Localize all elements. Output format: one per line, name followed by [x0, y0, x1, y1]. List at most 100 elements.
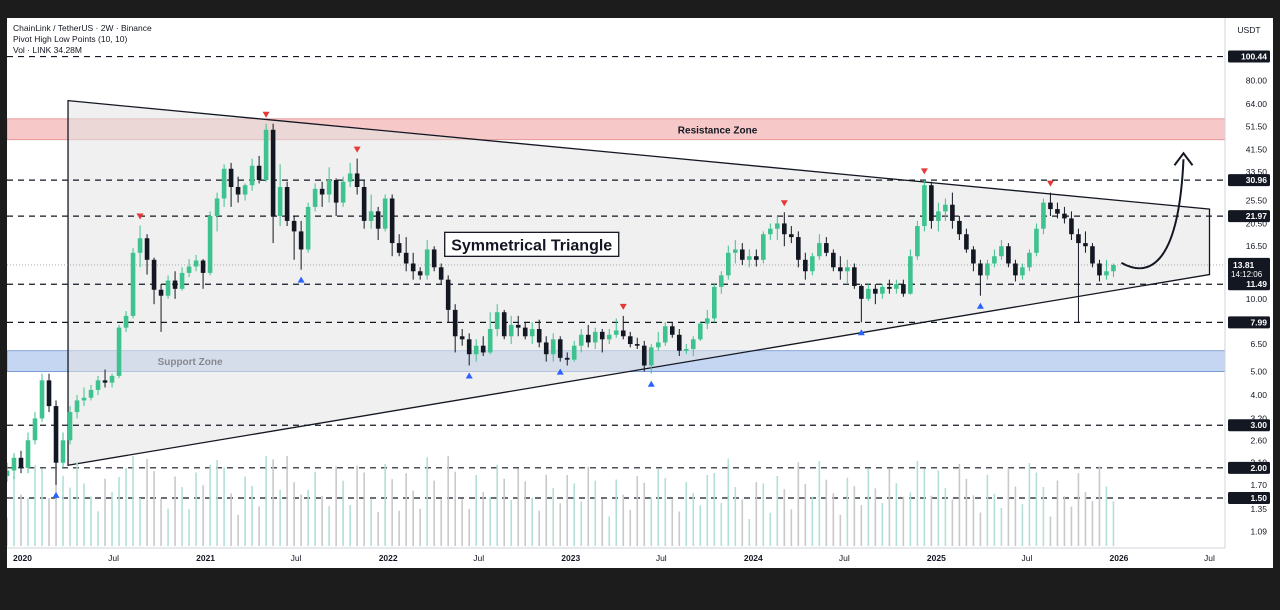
candle-body: [459, 336, 465, 340]
candle-body: [1013, 263, 1018, 276]
volume-bar: [265, 456, 267, 546]
volume-bar: [34, 465, 36, 546]
volume-bar: [7, 517, 8, 546]
volume-bar: [594, 480, 597, 546]
candle-body: [992, 256, 997, 264]
candle-body: [81, 397, 87, 401]
volume-bar: [979, 512, 982, 546]
candle-body: [424, 249, 430, 276]
y-tick-label: 4.00: [1250, 390, 1267, 400]
volume-bar: [1021, 504, 1024, 546]
candle-body: [186, 266, 192, 273]
resistance-zone-label: Resistance Zone: [678, 125, 758, 136]
volume-bar: [475, 474, 477, 546]
volume-bar: [377, 511, 379, 546]
volume-bar: [881, 503, 884, 546]
candle-body: [158, 289, 164, 296]
volume-bar: [1091, 500, 1094, 546]
candle-body: [1062, 213, 1067, 219]
volume-bar: [1084, 492, 1087, 546]
candle-body: [985, 263, 990, 276]
candle-body: [620, 330, 626, 337]
candle-body: [915, 226, 920, 257]
volume-legend: Vol · LINK 34.28M: [13, 45, 82, 55]
volume-bar: [517, 468, 520, 546]
volume-bar: [279, 489, 281, 546]
candle-body: [824, 243, 829, 253]
candle-body: [1090, 246, 1095, 264]
volume-bar: [454, 471, 456, 546]
volume-bar: [97, 511, 99, 546]
volume-bar: [363, 472, 365, 546]
candle-body: [95, 380, 101, 390]
y-tick-label: 6.50: [1250, 339, 1267, 349]
candle-body: [102, 380, 108, 383]
y-tick-label: 2.60: [1250, 435, 1267, 445]
candle-body: [179, 272, 185, 289]
candle-body: [235, 187, 241, 195]
level-label-box: [1228, 50, 1270, 63]
volume-bar: [27, 498, 29, 546]
volume-bar: [1098, 466, 1101, 546]
indicator-legend: Pivot High Low Points (10, 10): [13, 34, 128, 44]
candle-body: [144, 238, 150, 260]
candle-body: [1034, 228, 1039, 253]
candle-body: [18, 457, 24, 468]
volume-bar: [111, 492, 113, 546]
x-tick-label: 2022: [379, 553, 398, 563]
candle-body: [768, 228, 773, 235]
candle-body: [676, 334, 682, 351]
pivot-high-marker: [136, 213, 144, 220]
volume-bar: [552, 487, 555, 546]
volume-bar: [300, 494, 302, 546]
volume-bar: [559, 503, 562, 546]
candle-body: [312, 188, 318, 207]
candle-body: [1006, 246, 1011, 264]
volume-bar: [636, 476, 639, 546]
volume-bar: [671, 499, 674, 546]
candle-body: [761, 234, 766, 260]
candle-body: [1076, 234, 1081, 244]
volume-bar: [433, 480, 435, 546]
candle-body: [711, 286, 717, 319]
y-tick-label: 80.00: [1246, 75, 1268, 85]
candle-body: [193, 260, 199, 267]
y-tick-label: 64.00: [1246, 99, 1268, 109]
candle-body: [501, 312, 507, 337]
candle-body: [256, 165, 262, 181]
volume-bar: [118, 477, 120, 546]
volume-bar: [573, 483, 576, 546]
volume-bar: [762, 483, 765, 546]
volume-bar: [538, 510, 541, 546]
volume-bar: [1070, 506, 1073, 546]
volume-bar: [398, 510, 400, 546]
pattern-label-box: [444, 231, 620, 257]
level-label: 7.99: [1250, 317, 1267, 327]
volume-bar: [244, 476, 246, 546]
y-tick-label: 1.09: [1250, 527, 1267, 537]
candle-body: [396, 243, 402, 253]
volume-bar: [825, 479, 828, 546]
volume-bar: [342, 480, 344, 546]
candle-body: [172, 280, 178, 289]
candle-body: [277, 187, 283, 217]
candle-body: [410, 263, 416, 272]
volume-bar: [482, 492, 484, 546]
symmetrical-triangle: [67, 99, 1211, 466]
x-tick-label: 2025: [927, 553, 946, 563]
candle-body: [53, 406, 59, 463]
x-tick-label: Jul: [1021, 553, 1032, 563]
candle-body: [775, 223, 780, 229]
candle-body: [754, 256, 759, 260]
y-tick-label: 20.50: [1246, 218, 1268, 228]
candle-body: [74, 400, 80, 413]
volume-bar: [258, 506, 260, 546]
volume-bar: [951, 499, 954, 546]
level-label-box: [1228, 492, 1270, 505]
volume-bar: [405, 473, 407, 546]
level-label-box: [1228, 461, 1270, 474]
volume-bar: [643, 482, 646, 546]
y-tick-label: 10.00: [1246, 294, 1268, 304]
